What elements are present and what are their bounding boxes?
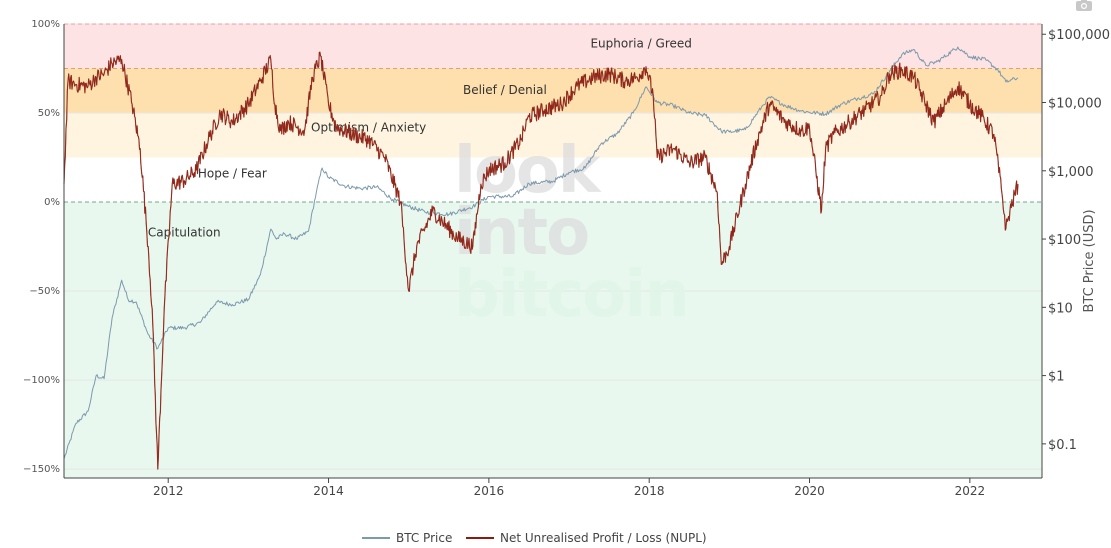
y-right-tick-label-4: $1,000 (1048, 165, 1094, 180)
zone-label-1: Belief / Denial (463, 83, 547, 97)
axes: −150% −100% −50% 0% 50% 100% $0.1 $1 $10 $100 $1,0… (23, 19, 1110, 498)
y-left-tick-label-2: −50% (29, 286, 60, 297)
y-left-tick-label-4: 50% (38, 108, 60, 119)
y-left-tick-label-1: −100% (23, 375, 60, 386)
x-tick-label-4: 2020 (794, 484, 825, 498)
x-tick-label-1: 2014 (313, 484, 344, 498)
series-lines (63, 46, 1019, 470)
y-right-tick-label-3: $100 (1048, 233, 1081, 248)
series-line-nupl (63, 51, 1019, 470)
gridlines (64, 23, 1042, 470)
y-right-tick-label-2: $10 (1048, 301, 1073, 316)
x-tick-label-5: 2022 (955, 484, 986, 498)
legend-label-0: BTC Price (396, 531, 452, 545)
x-tick-label-2: 2016 (474, 484, 505, 498)
y-right-tick-label-5: $10,000 (1048, 97, 1102, 112)
legend-item-1[interactable]: Net Unrealised Profit / Loss (NUPL) (466, 531, 707, 545)
x-tick-label-3: 2018 (634, 484, 665, 498)
zone-band-2 (64, 113, 1042, 158)
legend-label-1: Net Unrealised Profit / Loss (NUPL) (500, 531, 707, 545)
zone-label-2: Optimism / Anxiety (311, 120, 426, 134)
y-left-tick-label-5: 100% (31, 19, 60, 30)
y-left-tick-label-3: 0% (44, 197, 60, 208)
x-tick-label-0: 2012 (153, 484, 184, 498)
zone-labels: Euphoria / Greed Belief / Denial Optimism … (148, 37, 692, 240)
legend-item-0[interactable]: BTC Price (362, 531, 452, 545)
y-left-tick-label-0: −150% (23, 464, 60, 475)
zone-label-0: Euphoria / Greed (590, 37, 691, 51)
y-right-tick-label-1: $1 (1048, 370, 1065, 385)
zone-band-3 (64, 157, 1042, 203)
watermark-word-2: bitcoin (454, 258, 688, 332)
y-right-tick-label-6: $100,000 (1048, 28, 1110, 43)
legend[interactable]: BTC Price Net Unrealised Profit / Loss (N… (362, 531, 707, 545)
zone-band-0 (64, 24, 1042, 69)
zone-label-3: Hope / Fear (198, 167, 267, 181)
watermark-word-1: into (454, 196, 588, 270)
y-axis-right-title: BTC Price (USD) (1082, 209, 1097, 312)
sentiment-zones (64, 24, 1042, 478)
zone-band-4 (64, 202, 1042, 478)
series-line-btc-price (63, 46, 1019, 460)
y-right-tick-label-0: $0.1 (1048, 438, 1077, 453)
camera-icon[interactable] (1076, 0, 1092, 11)
zone-label-4: Capitulation (148, 225, 221, 239)
